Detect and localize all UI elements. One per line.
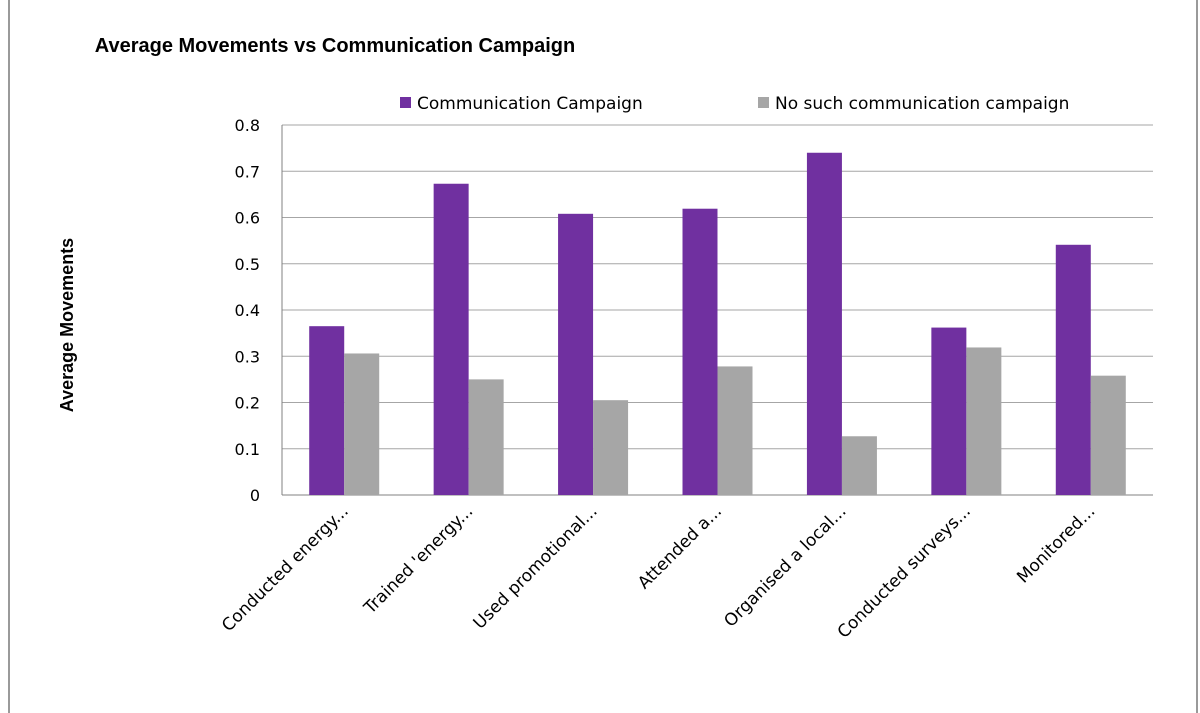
x-tick-label: Attended a...	[634, 501, 726, 593]
x-tick-label: Monitored...	[1013, 501, 1099, 587]
legend-label: No such communication campaign	[775, 94, 1069, 114]
y-axis-label: Average Movements	[57, 238, 77, 412]
bar-no-campaign	[593, 400, 629, 495]
bar-campaign	[931, 327, 967, 495]
y-tick-label: 0.1	[235, 440, 260, 459]
y-tick-label: 0.4	[235, 301, 260, 320]
bar-no-campaign	[841, 436, 877, 495]
bar-chart: Average Movements vs Communication Campa…	[57, 35, 1153, 642]
chart-frame: Average Movements vs Communication Campa…	[8, 0, 1198, 713]
x-tick-label: Conducted surveys...	[834, 501, 975, 642]
legend-label: Communication Campaign	[417, 94, 643, 114]
bar-campaign	[682, 208, 718, 495]
x-tick-label: Trained 'energy...	[360, 501, 477, 618]
bars	[309, 152, 1126, 496]
y-tick-label: 0.3	[235, 347, 260, 366]
bar-no-campaign	[966, 347, 1002, 495]
legend-swatch	[400, 97, 411, 108]
y-tick-label: 0.8	[235, 116, 260, 135]
bar-no-campaign	[468, 379, 504, 495]
bar-campaign	[558, 213, 594, 496]
chart-title: Average Movements vs Communication Campa…	[95, 35, 576, 57]
bar-campaign	[806, 152, 842, 495]
bar-campaign	[309, 326, 345, 495]
legend: Communication Campaign No such communicat…	[400, 94, 1069, 114]
bar-no-campaign	[717, 366, 753, 495]
y-tick-label: 0	[250, 486, 260, 505]
y-tick-label: 0.6	[235, 209, 260, 228]
bar-campaign	[1055, 244, 1091, 495]
y-axis-ticks: 0 0.1 0.2 0.3 0.4 0.5 0.6 0.7 0.8	[235, 116, 260, 505]
bar-no-campaign	[1090, 375, 1126, 495]
y-tick-label: 0.7	[235, 162, 260, 181]
legend-swatch	[758, 97, 769, 108]
x-axis-labels: Conducted energy... Trained 'energy...Use…	[218, 501, 1099, 642]
y-tick-label: 0.5	[235, 255, 260, 274]
bar-campaign	[433, 183, 469, 496]
y-tick-label: 0.2	[235, 394, 260, 413]
bar-no-campaign	[344, 353, 380, 495]
x-tick-label: Conducted energy...	[218, 501, 353, 636]
x-tick-label: Organised a local...	[720, 501, 850, 631]
x-tick-label: Used promotional...	[470, 501, 602, 633]
